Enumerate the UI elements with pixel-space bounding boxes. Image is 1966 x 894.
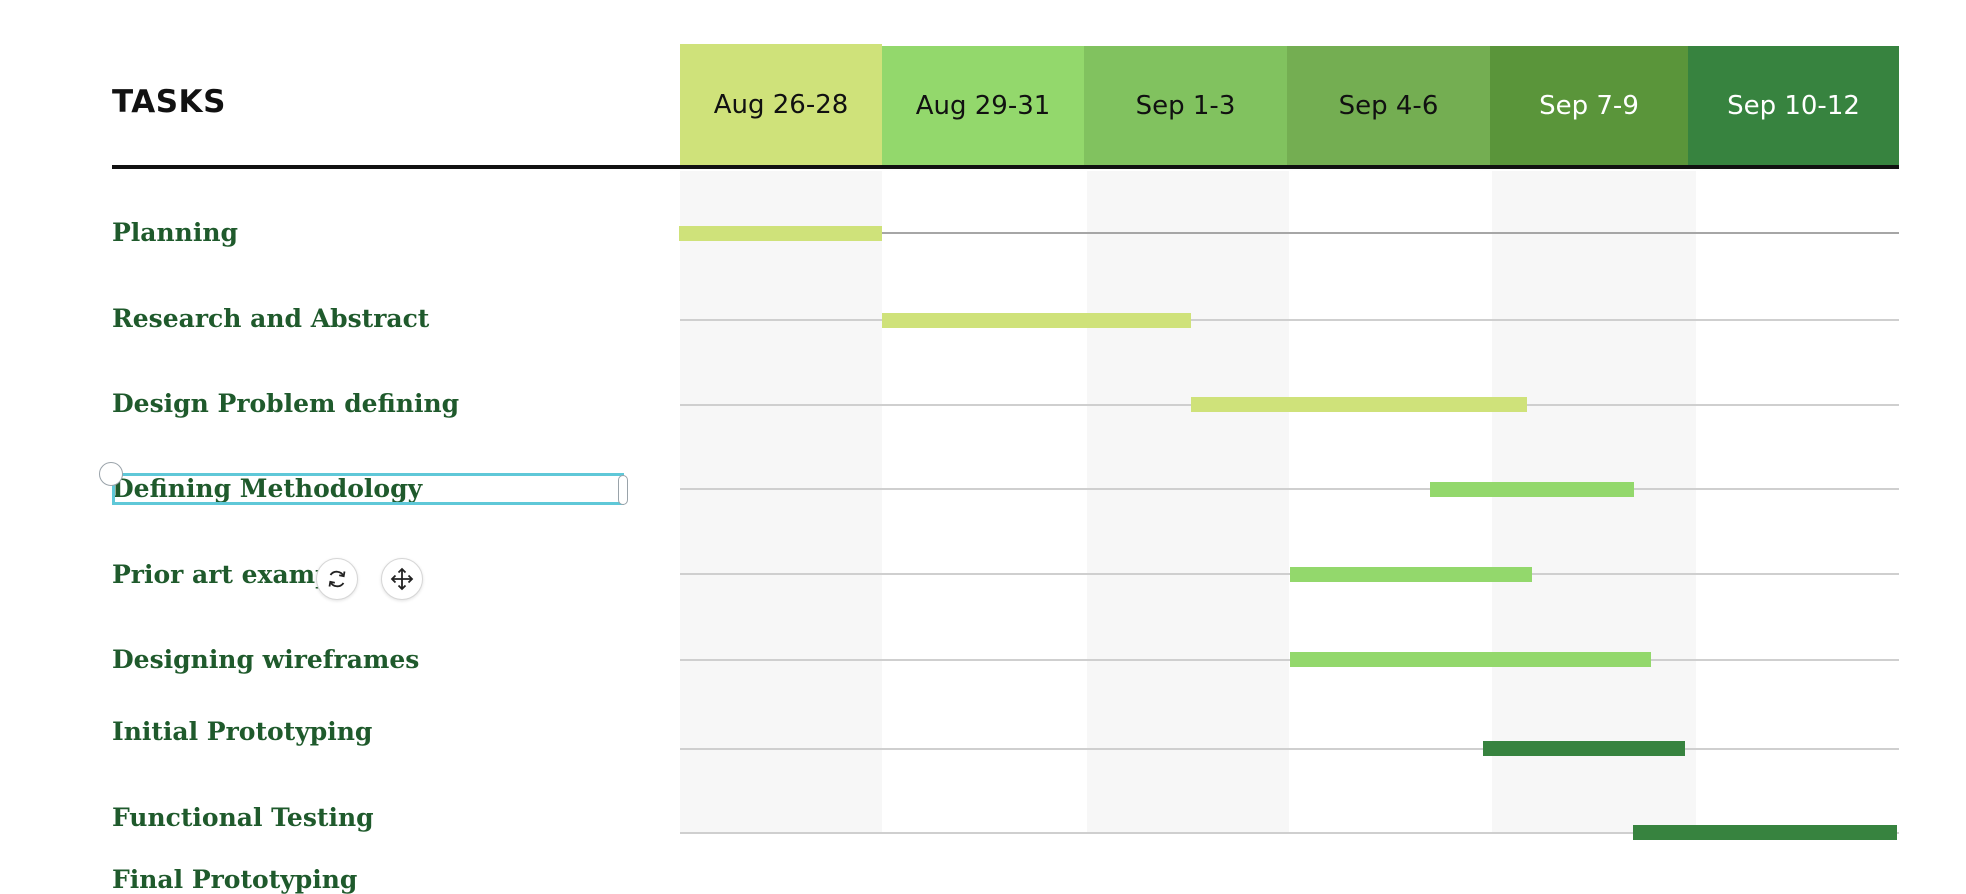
task-label: Initial Prototyping [112, 717, 373, 746]
resize-handle-right[interactable] [618, 475, 628, 505]
header-rule [112, 165, 1899, 169]
task-bar[interactable] [1483, 741, 1685, 756]
task-bar[interactable] [1290, 652, 1651, 667]
task-bar[interactable] [1290, 567, 1532, 582]
tasks-header: TASKS [112, 84, 226, 120]
task-label[interactable]: Defining Methodology [112, 474, 423, 503]
column-shade [1492, 171, 1696, 834]
column-header: Sep 10-12 [1688, 46, 1899, 165]
column-header: Sep 4-6 [1287, 46, 1490, 165]
move-icon [390, 567, 414, 591]
row-gridline [680, 232, 1899, 234]
task-label: Designing wireframes [112, 645, 420, 674]
move-button[interactable] [381, 558, 423, 600]
row-gridline [680, 319, 1899, 321]
task-label: Functional Testing [112, 803, 374, 832]
task-label: Prior art exampl [112, 560, 343, 589]
column-shade [680, 171, 882, 834]
column-header: Aug 26-28 [680, 44, 882, 165]
task-bar[interactable] [679, 226, 882, 241]
row-gridline [680, 748, 1899, 750]
rotate-button[interactable] [316, 558, 358, 600]
task-bar[interactable] [1633, 825, 1897, 840]
task-label: Final Prototyping [112, 865, 358, 894]
selected-text-box[interactable] [112, 473, 624, 505]
column-header: Sep 1-3 [1084, 46, 1287, 165]
task-label: Design Problem defining [112, 389, 460, 418]
task-bar[interactable] [882, 313, 1191, 328]
row-gridline [680, 488, 1899, 490]
column-header: Sep 7-9 [1490, 46, 1688, 165]
row-gridline [680, 573, 1899, 575]
task-label: Planning [112, 218, 239, 247]
resize-handle-left[interactable] [99, 462, 123, 486]
column-header: Aug 29-31 [882, 46, 1084, 165]
row-gridline [680, 659, 1899, 661]
task-bar[interactable] [1191, 397, 1527, 412]
column-shade [1087, 171, 1289, 834]
task-bar[interactable] [1430, 482, 1634, 497]
task-label: Research and Abstract [112, 304, 430, 333]
row-gridline [680, 832, 1899, 834]
rotate-icon [328, 570, 346, 588]
